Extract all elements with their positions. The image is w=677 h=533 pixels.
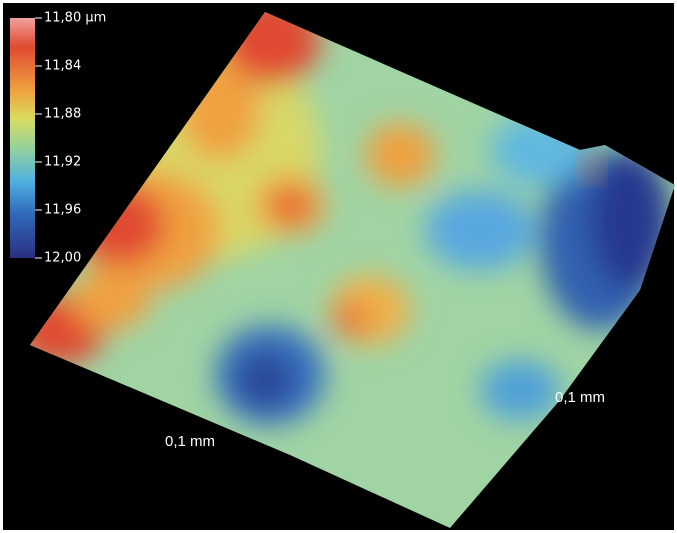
tick-label: 11,88 [44, 107, 81, 122]
tick-label: 12,00 [44, 251, 81, 266]
axis-label: 0,1 mm [165, 433, 215, 450]
axis-label: 0,1 mm [555, 389, 605, 406]
tick-label: 11,96 [44, 203, 81, 218]
colorbar [10, 18, 35, 258]
tick-label: 11,92 [44, 155, 81, 170]
tick-label: 11,84 [44, 59, 81, 74]
tick-label: 11,80 µm [44, 11, 106, 26]
colorbar-ticks: 11,80 µm 11,84 11,88 11,92 11,96 12,00 [35, 11, 106, 266]
